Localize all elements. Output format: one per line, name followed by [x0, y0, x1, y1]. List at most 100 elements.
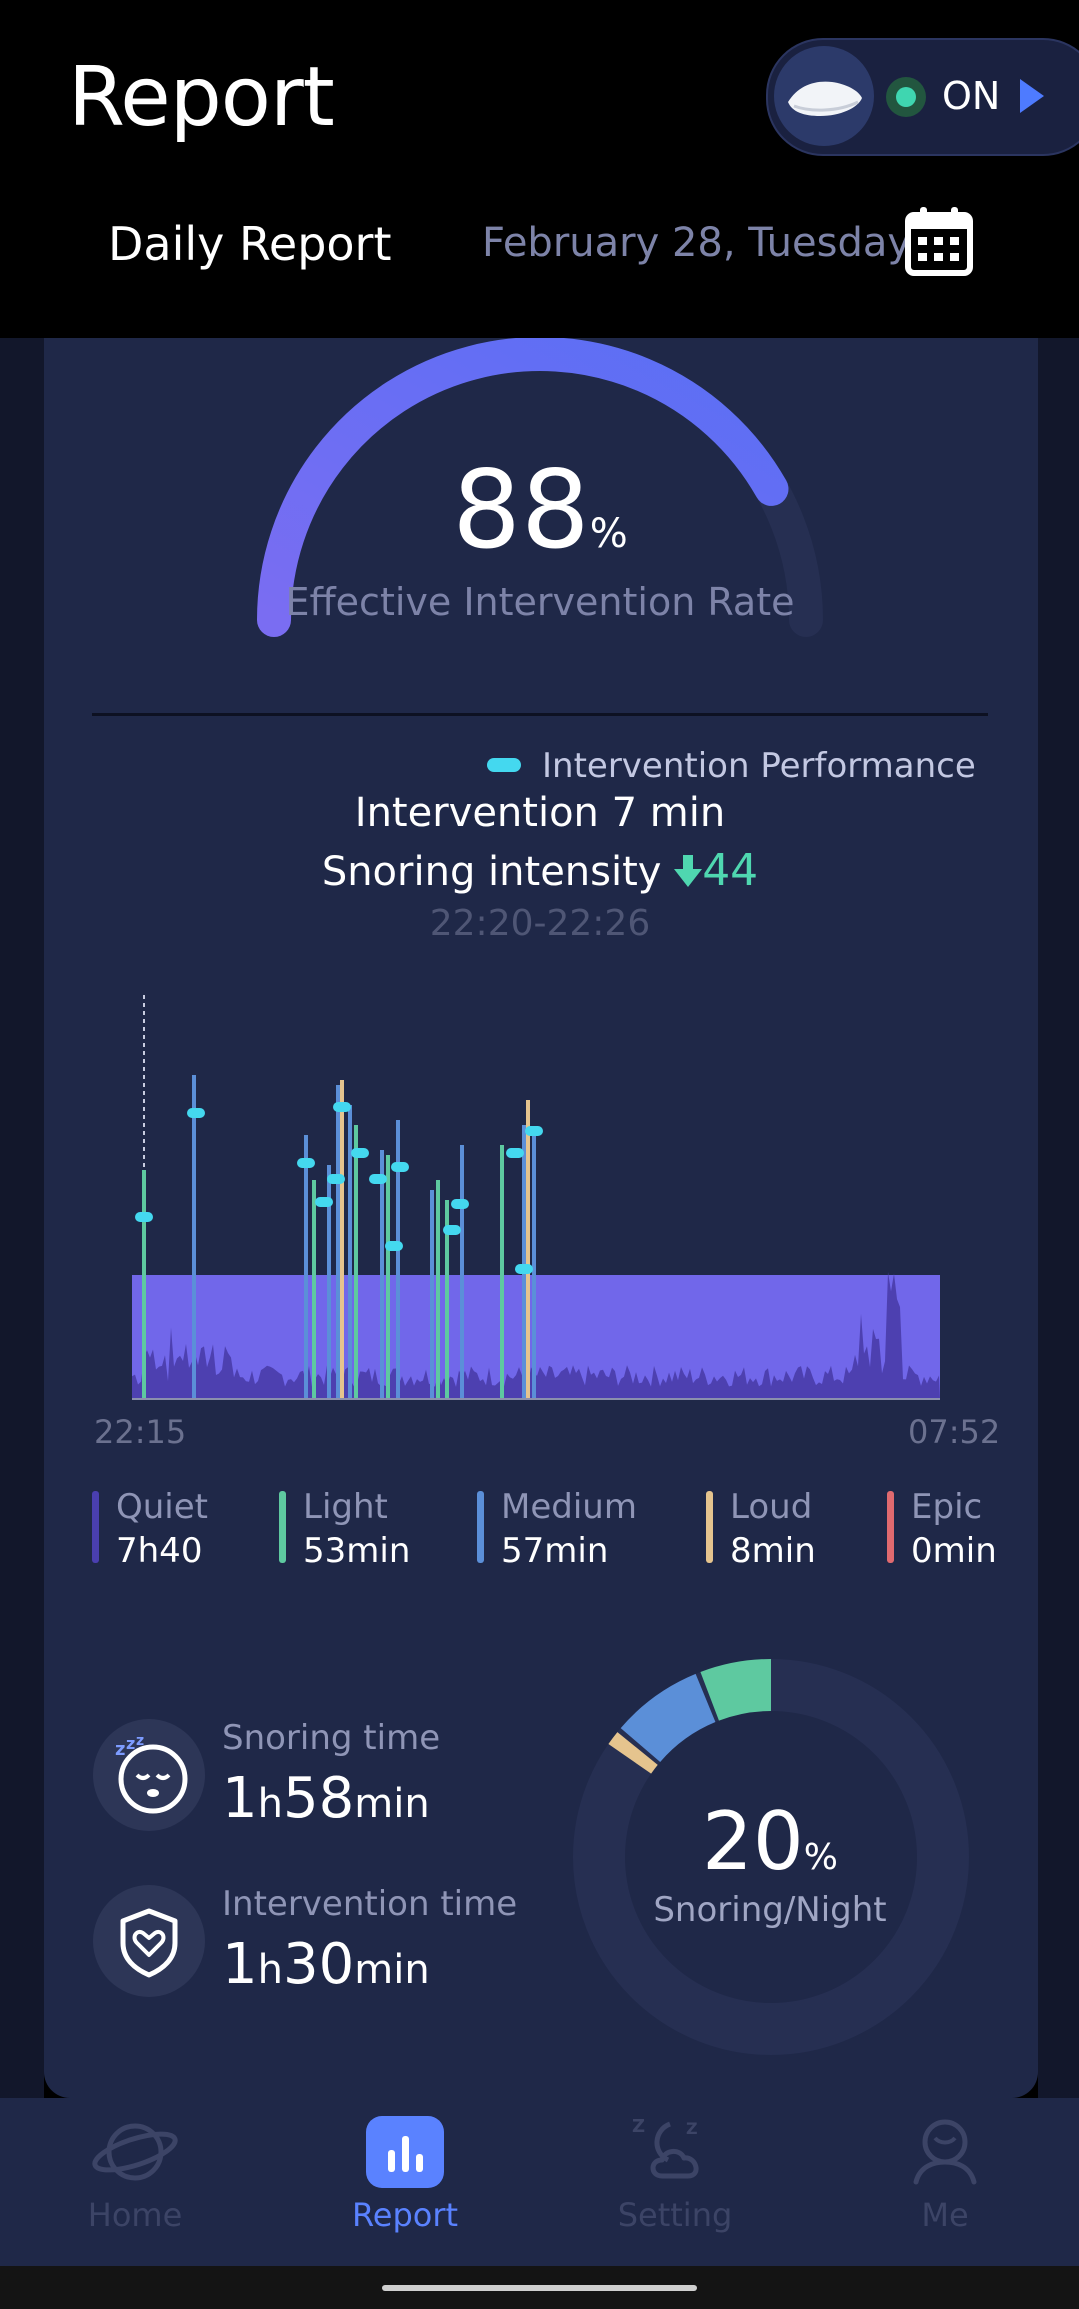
- donut-segment-loud: [608, 1732, 658, 1774]
- shield-heart-icon: [93, 1885, 205, 1997]
- nav-me-label: Me: [921, 2196, 969, 2234]
- intervention-time-minutes-unit: min: [354, 1947, 430, 1993]
- snoring-intensity: Snoring intensity 44: [300, 845, 780, 896]
- report-type-label: Daily Report: [108, 217, 392, 271]
- snoring-intensity-value: 44: [702, 845, 759, 896]
- legend-quiet: Quiet 7h40: [92, 1487, 222, 1571]
- intervention-marker: [351, 1148, 369, 1158]
- legend-loud-swatch: [706, 1491, 713, 1563]
- intervention-marker: [525, 1126, 543, 1136]
- legend-epic-swatch: [887, 1491, 894, 1563]
- intervention-marker: [506, 1148, 524, 1158]
- intervention-time-hours-unit: h: [257, 1947, 283, 1993]
- intervention-time-value: 1h30min: [222, 1932, 430, 1997]
- snoring-time-value: 1h58min: [222, 1766, 430, 1831]
- divider: [92, 713, 988, 716]
- device-status-toggle[interactable]: ON: [766, 38, 1079, 156]
- svg-text:z: z: [136, 1733, 144, 1749]
- donut-segment-medium: [620, 1673, 717, 1763]
- snoring-night-value: 20%: [640, 1795, 900, 1888]
- snoring-intensity-label: Snoring intensity: [321, 849, 662, 895]
- snoring-time-minutes: 58: [283, 1766, 355, 1831]
- intervention-markers: [135, 1102, 543, 1274]
- intervention-marker: [391, 1162, 409, 1172]
- legend-medium-swatch: [477, 1491, 484, 1563]
- snoring-time-hours-unit: h: [257, 1781, 283, 1827]
- donut-segments: [608, 1659, 772, 1774]
- legend-medium: Medium 57min: [477, 1487, 637, 1571]
- snoring-night-label: Snoring/Night: [653, 1890, 887, 1930]
- snoring-night-number: 20: [701, 1795, 804, 1888]
- svg-text:z: z: [115, 1739, 125, 1760]
- nav-home-label: Home: [87, 2196, 183, 2234]
- moon-cloud-icon: Z Z: [632, 2116, 699, 2179]
- legend-medium-label: Medium: [501, 1487, 637, 1527]
- snoring-night-unit: %: [803, 1837, 838, 1878]
- pillow-icon: [774, 46, 874, 146]
- intervention-rate-gauge: [257, 338, 823, 637]
- intervention-marker: [333, 1102, 351, 1112]
- background-wave: [132, 1272, 940, 1399]
- chart-x-end: 07:52: [908, 1413, 1001, 1451]
- intervention-legend-marker: [487, 758, 521, 772]
- intervention-marker: [135, 1212, 153, 1222]
- snoring-chart[interactable]: [92, 985, 992, 1405]
- intervention-marker: [297, 1158, 315, 1168]
- intervention-time-range: 22:20-22:26: [429, 903, 651, 944]
- snoring-night-donut: [573, 1659, 969, 2055]
- nav-setting[interactable]: Z Z Setting: [585, 2098, 765, 2266]
- legend-quiet-label: Quiet: [116, 1487, 209, 1527]
- legend-medium-value: 57min: [501, 1531, 609, 1571]
- nav-report[interactable]: Report: [315, 2098, 495, 2266]
- snoring-time-label: Snoring time: [222, 1718, 441, 1758]
- svg-text:Z: Z: [632, 2116, 645, 2137]
- background-panel-left: [0, 338, 44, 2098]
- calendar-icon[interactable]: [904, 205, 974, 277]
- svg-text:z: z: [126, 1734, 135, 1753]
- intervention-marker: [451, 1199, 469, 1209]
- svg-text:Z: Z: [686, 2119, 698, 2138]
- nav-me[interactable]: Me: [855, 2098, 1035, 2266]
- intervention-marker: [385, 1241, 403, 1251]
- intervention-marker: [443, 1225, 461, 1235]
- legend-quiet-swatch: [92, 1491, 99, 1563]
- legend-epic: Epic 0min: [887, 1487, 997, 1571]
- home-indicator[interactable]: [382, 2285, 697, 2291]
- intervention-rate-value: 88%: [380, 448, 700, 573]
- intervention-marker: [187, 1108, 205, 1118]
- planet-icon: [92, 2123, 178, 2181]
- legend-light: Light 53min: [279, 1487, 410, 1571]
- status-dot-icon: [886, 77, 926, 117]
- nav-report-label: Report: [351, 2196, 459, 2234]
- bottom-nav: Home Report Z Z Setting Me: [0, 2098, 1079, 2266]
- chart-x-start: 22:15: [94, 1413, 187, 1451]
- intervention-marker: [515, 1264, 533, 1274]
- snoring-time-minutes-unit: min: [354, 1781, 430, 1827]
- intervention-marker: [369, 1174, 387, 1184]
- nav-setting-label: Setting: [617, 2196, 733, 2234]
- report-date[interactable]: February 28, Tuesday: [482, 220, 912, 266]
- intervention-rate-label: Effective Intervention Rate: [285, 580, 795, 624]
- legend-epic-value: 0min: [911, 1531, 997, 1571]
- legend-light-swatch: [279, 1491, 286, 1563]
- nav-home[interactable]: Home: [45, 2098, 225, 2266]
- legend-loud-value: 8min: [730, 1531, 816, 1571]
- gauge-fill: [257, 338, 789, 637]
- legend-light-value: 53min: [303, 1531, 411, 1571]
- legend-epic-label: Epic: [911, 1487, 983, 1527]
- legend-loud: Loud 8min: [706, 1487, 826, 1571]
- arrow-down-icon: [674, 855, 703, 887]
- intervention-time-label: Intervention time: [222, 1884, 518, 1924]
- intervention-duration: Intervention 7 min: [354, 790, 726, 836]
- background-panel-right: [1038, 338, 1079, 2098]
- intervention-marker: [315, 1197, 333, 1207]
- donut-segment-light: [700, 1659, 772, 1721]
- page-title: Report: [68, 50, 335, 145]
- person-icon: [913, 2119, 977, 2185]
- sleeping-face-icon: z z z: [93, 1719, 205, 1831]
- intervention-legend-label: Intervention Performance: [542, 746, 976, 786]
- snoring-time-hours: 1: [222, 1766, 258, 1831]
- intervention-time-minutes: 30: [283, 1932, 355, 1997]
- legend-light-label: Light: [303, 1487, 388, 1527]
- intervention-time-hours: 1: [222, 1932, 258, 1997]
